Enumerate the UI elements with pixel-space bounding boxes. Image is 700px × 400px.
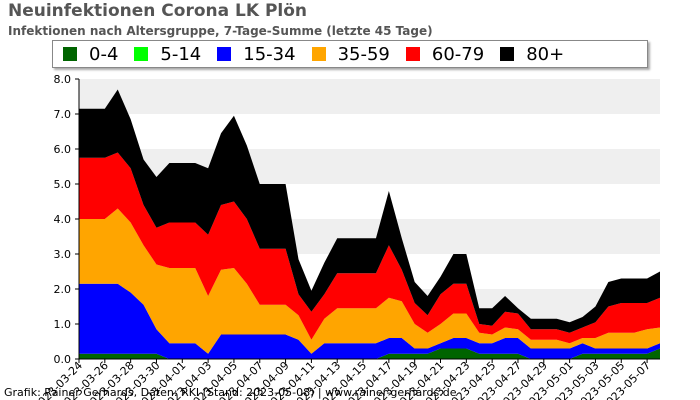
legend-swatch-60-79 — [405, 47, 420, 61]
legend-item-15-34: 15-34 — [217, 43, 296, 65]
legend-label-15-34: 15-34 — [243, 43, 296, 65]
chart-legend: 0-4 5-14 15-34 35-59 60-79 80+ — [52, 40, 648, 68]
legend-item-5-14: 5-14 — [134, 44, 201, 65]
chart-subtitle: Infektionen nach Altersgruppe, 7-Tage-Su… — [8, 24, 433, 38]
series-area-0-4 — [79, 348, 660, 359]
legend-label-60-79: 60-79 — [431, 43, 485, 65]
y-tick-label: 5.0 — [54, 178, 72, 191]
legend-label-0-4: 0-4 — [89, 43, 119, 65]
y-tick-label: 2.0 — [54, 283, 72, 296]
legend-label-80plus: 80+ — [526, 43, 565, 65]
y-tick-label: 4.0 — [54, 213, 72, 226]
y-tick-label: 1.0 — [54, 318, 72, 331]
grid-band — [79, 79, 660, 114]
legend-swatch-5-14 — [134, 47, 149, 61]
y-tick-label: 6.0 — [54, 143, 72, 156]
legend-item-35-59: 35-59 — [311, 43, 390, 65]
legend-swatch-0-4 — [63, 47, 77, 61]
chart-title: Neuinfektionen Corona LK Plön — [8, 1, 308, 21]
legend-label-5-14: 5-14 — [160, 43, 202, 65]
legend-item-60-79: 60-79 — [405, 43, 485, 65]
series-area-60-79 — [79, 152, 660, 344]
legend-swatch-15-34 — [217, 47, 232, 61]
y-tick-label: 3.0 — [54, 248, 72, 261]
legend-item-0-4: 0-4 — [63, 44, 118, 65]
y-tick-label: 7.0 — [54, 108, 72, 121]
legend-swatch-35-59 — [311, 47, 326, 61]
series-area-80plus — [79, 89, 660, 333]
y-tick-label: 8.0 — [54, 73, 72, 86]
footer-credit: Grafik: Rainer Gerhards, Daten: RKI (Sta… — [4, 386, 457, 399]
legend-item-80plus: 80+ — [500, 44, 564, 65]
y-tick-label: 0.0 — [54, 353, 72, 366]
legend-label-35-59: 35-59 — [337, 43, 390, 65]
series-area-15-34 — [79, 283, 660, 359]
series-area-35-59 — [79, 208, 660, 354]
legend-swatch-80plus — [500, 47, 515, 61]
